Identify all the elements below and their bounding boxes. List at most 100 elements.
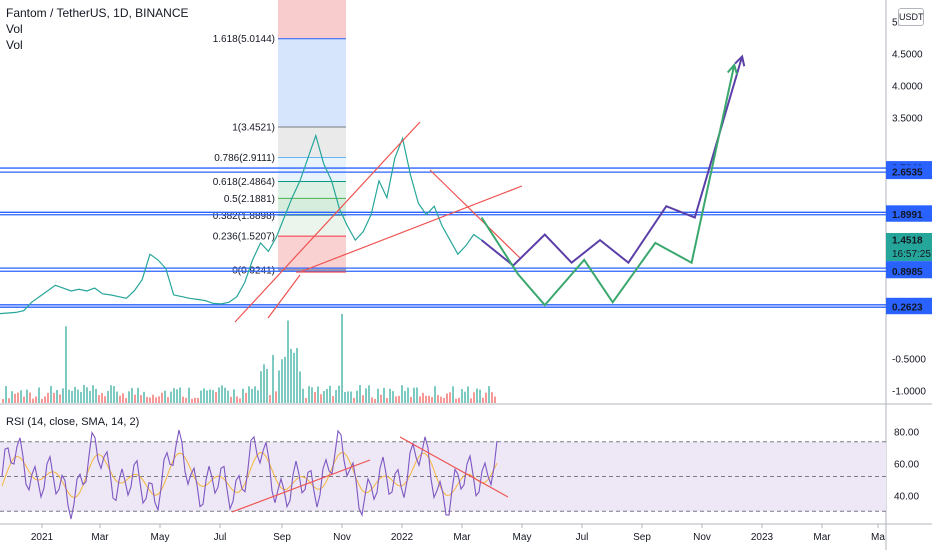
volume-bar xyxy=(449,392,451,403)
volume-bar xyxy=(419,396,421,403)
volume-bar xyxy=(437,395,439,403)
trend-line xyxy=(267,274,301,319)
time-axis-label: Mar xyxy=(453,532,471,543)
price-axis-tick: -1.0000 xyxy=(892,387,926,398)
time-axis-label: Mar xyxy=(813,532,831,543)
volume-bar xyxy=(275,391,277,403)
volume-bar xyxy=(173,388,175,403)
price-label-text: 1.4518 xyxy=(892,236,923,247)
fib-zone-extension xyxy=(278,0,346,39)
time-axis-label: Sep xyxy=(633,532,651,543)
volume-bar xyxy=(365,388,367,403)
volume-bar xyxy=(287,320,289,403)
volume-bar xyxy=(362,395,364,403)
volume-bar xyxy=(38,387,40,403)
price-pane xyxy=(0,0,932,404)
volume-bar xyxy=(8,398,10,403)
volume-indicator-label[interactable]: Vol xyxy=(6,22,23,36)
volume-bar xyxy=(203,388,205,403)
volume-bar xyxy=(56,389,58,403)
volume-bar xyxy=(446,393,448,403)
volume-bar xyxy=(347,391,349,403)
volume-bar xyxy=(494,396,496,403)
volume-bar xyxy=(455,398,457,403)
price-label-box xyxy=(886,207,932,222)
volume-bar xyxy=(293,352,295,403)
fib-level-label: 0.236(1.5207) xyxy=(213,232,275,243)
volume-bar xyxy=(68,389,70,403)
volume-bar xyxy=(344,391,346,403)
rsi-axis-tick: 60.00 xyxy=(894,460,919,471)
volume-bar xyxy=(107,390,109,403)
volume-bar xyxy=(47,392,49,403)
volume-bar xyxy=(41,398,43,403)
volume-bar xyxy=(239,398,241,403)
volume-bar xyxy=(422,392,424,403)
volume-bar xyxy=(260,371,262,403)
volume-bar xyxy=(488,386,490,403)
volume-bar xyxy=(389,388,391,403)
time-axis-label: May xyxy=(151,532,170,543)
volume-bar xyxy=(182,396,184,403)
volume-bar xyxy=(119,395,121,403)
volume-bar xyxy=(83,385,85,403)
volume-bar xyxy=(74,386,76,403)
price-axis-tick: -0.5000 xyxy=(892,355,926,366)
volume-bar xyxy=(305,398,307,403)
volume-bar xyxy=(248,386,250,403)
volume-bar xyxy=(281,359,283,403)
volume-bar xyxy=(101,393,103,403)
volume-bar xyxy=(326,388,328,403)
volume-bar xyxy=(458,397,460,403)
rsi-ma-line xyxy=(1,451,498,499)
volume-bar xyxy=(368,385,370,403)
volume-bar xyxy=(11,391,13,403)
volume-bar xyxy=(212,390,214,403)
volume-bar xyxy=(14,393,16,403)
projection-green-arrowhead xyxy=(726,62,739,75)
volume-bar xyxy=(356,390,358,403)
trend-line xyxy=(234,121,421,323)
volume-bar xyxy=(308,386,310,403)
volume-bar xyxy=(428,395,430,403)
volume-bar xyxy=(284,356,286,403)
price-label-countdown: 16:57:25 xyxy=(892,249,931,260)
projection-purple-arrowhead xyxy=(734,54,746,67)
price-label-box xyxy=(886,233,932,261)
volume-bar xyxy=(80,391,82,403)
volume-bar xyxy=(299,371,301,403)
volume-bar xyxy=(416,387,418,403)
price-label-box xyxy=(886,264,932,279)
volume-bar xyxy=(95,388,97,403)
volume-bar xyxy=(59,394,61,403)
chart-header: Fantom / TetherUS, 1D, BINANCE Vol Vol xyxy=(6,5,189,53)
volume-bar xyxy=(188,387,190,403)
volume-bar xyxy=(470,398,472,403)
volume-bar xyxy=(116,391,118,403)
volume-bar xyxy=(200,390,202,403)
volume-bar xyxy=(164,390,166,403)
volume-bar xyxy=(215,392,217,403)
volume-indicator-label-2[interactable]: Vol xyxy=(6,38,23,52)
volume-bar xyxy=(341,313,343,403)
fib-level-label: 0.5(2.1881) xyxy=(224,194,275,205)
volume-bar xyxy=(143,391,145,403)
price-label-box xyxy=(886,300,932,315)
fib-zone xyxy=(278,198,346,216)
volume-bar xyxy=(443,398,445,403)
volume-bar xyxy=(479,389,481,403)
rsi-header[interactable]: RSI (14, close, SMA, 14, 2) xyxy=(6,416,140,428)
symbol-title[interactable]: Fantom / TetherUS, 1D, BINANCE xyxy=(6,6,189,20)
fib-level-label: 1.618(5.0144) xyxy=(213,34,275,45)
volume-bar xyxy=(110,385,112,403)
fib-level-label: 0.618(2.4864) xyxy=(213,177,275,188)
currency-button[interactable]: USDT xyxy=(898,8,924,26)
time-axis-label: Nov xyxy=(693,532,711,543)
volume-bar xyxy=(350,391,352,403)
fib-zone xyxy=(278,38,346,127)
volume-bar xyxy=(140,395,142,403)
rsi-axis-tick: 40.00 xyxy=(894,492,919,503)
time-axis-label: Sep xyxy=(273,532,291,543)
price-label-box xyxy=(886,165,932,180)
price-axis-tick: 3.5000 xyxy=(892,114,923,125)
